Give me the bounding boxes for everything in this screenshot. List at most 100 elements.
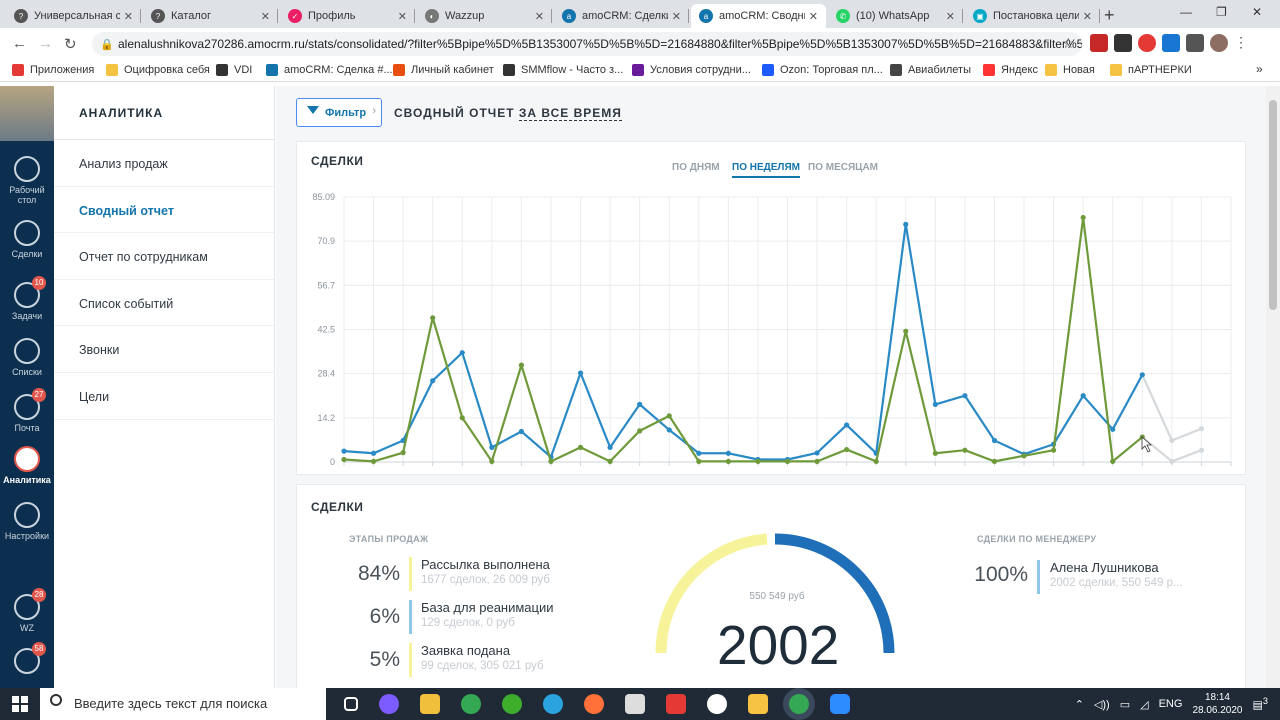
data-point[interactable]: [666, 413, 672, 419]
data-point[interactable]: [1139, 372, 1145, 378]
data-point[interactable]: [637, 428, 643, 434]
data-point[interactable]: [696, 450, 702, 456]
data-point[interactable]: [518, 428, 524, 435]
profile-avatar[interactable]: [1210, 34, 1228, 52]
new-tab-button[interactable]: +: [1104, 5, 1115, 25]
stage-item[interactable]: База для реанимации 129 сделок, 0 руб: [421, 600, 554, 629]
tab-close-icon[interactable]: ✕: [123, 10, 133, 23]
data-point[interactable]: [1198, 426, 1205, 432]
extension-icon[interactable]: [1090, 34, 1108, 52]
browser-tab[interactable]: ? Каталог ✕: [143, 4, 278, 28]
data-point[interactable]: [725, 458, 731, 464]
chrome-active-icon[interactable]: [789, 694, 809, 714]
zoom-icon[interactable]: [830, 694, 850, 714]
data-point[interactable]: [548, 458, 554, 464]
account-photo[interactable]: [0, 86, 54, 141]
data-point[interactable]: [607, 444, 613, 450]
data-point[interactable]: [932, 450, 938, 456]
bookmark-item[interactable]: Оцифровка себя: [106, 64, 210, 76]
tab-close-icon[interactable]: ✕: [397, 10, 407, 23]
browser-tab[interactable]: ✓ Профиль ✕: [280, 4, 415, 28]
data-point[interactable]: [430, 315, 436, 321]
browser-tab[interactable]: a amoCRM: Сделки ✕: [554, 4, 689, 28]
bookmark-item[interactable]: Личный кабинет: [393, 64, 494, 76]
torrent-icon[interactable]: [502, 694, 522, 714]
tab-close-icon[interactable]: ✕: [534, 10, 544, 23]
nav-item-analytics[interactable]: Аналитика: [0, 446, 54, 485]
stage-item[interactable]: Рассылка выполнена 1677 сделок, 26 009 ру…: [421, 557, 550, 586]
more-bookmarks-icon[interactable]: »: [1256, 62, 1263, 76]
maximize-button[interactable]: ❐: [1216, 5, 1227, 19]
task-view-icon[interactable]: [344, 697, 358, 711]
browser-tab[interactable]: ✆ (10) WhatsApp ✕: [828, 4, 963, 28]
data-point[interactable]: [637, 401, 643, 407]
period-tab[interactable]: ПО НЕДЕЛЯМ: [732, 162, 800, 178]
tray-chevron-icon[interactable]: ⌃: [1074, 698, 1084, 711]
sidebar-item[interactable]: Сводный отчет: [54, 187, 274, 234]
network-icon[interactable]: ◿: [1140, 698, 1149, 711]
browser-tab[interactable]: ◐ Wazzup ✕: [417, 4, 552, 28]
forward-icon[interactable]: →: [38, 35, 53, 52]
data-point[interactable]: [1110, 426, 1116, 432]
data-point[interactable]: [1169, 437, 1175, 444]
data-point[interactable]: [459, 415, 465, 421]
data-point[interactable]: [459, 350, 465, 356]
data-point[interactable]: [725, 450, 731, 456]
data-point[interactable]: [814, 458, 820, 464]
period-selector[interactable]: ЗА ВСЕ ВРЕМЯ: [518, 106, 622, 121]
data-point[interactable]: [991, 458, 998, 464]
sidebar-item[interactable]: Цели: [54, 373, 274, 420]
tab-close-icon[interactable]: ✕: [808, 10, 818, 23]
volume-icon[interactable]: ◁)): [1093, 698, 1110, 711]
notifications-icon[interactable]: ▤3: [1252, 696, 1269, 712]
data-point[interactable]: [489, 444, 495, 450]
close-window-button[interactable]: ✕: [1252, 5, 1263, 19]
sidebar-item[interactable]: Отчет по сотрудникам: [54, 233, 274, 280]
data-point[interactable]: [962, 447, 968, 453]
bookmark-item[interactable]: Яндекс: [983, 64, 1038, 76]
browser-tab[interactable]: ▣ Постановка цели ✕: [965, 4, 1100, 28]
battery-icon[interactable]: ▭: [1119, 698, 1131, 711]
minimize-button[interactable]: —: [1180, 5, 1192, 19]
data-point[interactable]: [784, 458, 791, 464]
firefox-icon[interactable]: [584, 694, 604, 714]
tab-close-icon[interactable]: ✕: [260, 10, 270, 23]
manager-item[interactable]: Алена Лушникова 2002 сделки, 550 549 р..…: [1050, 560, 1183, 589]
telegram-icon[interactable]: [543, 694, 563, 714]
data-point[interactable]: [1080, 393, 1086, 399]
data-point[interactable]: [903, 328, 909, 334]
windows-start-icon[interactable]: [12, 696, 28, 712]
data-point[interactable]: [991, 437, 998, 444]
reload-icon[interactable]: ↻: [64, 36, 77, 53]
url-input[interactable]: alenalushnikova270286.amocrm.ru/stats/co…: [92, 32, 1082, 56]
data-point[interactable]: [1110, 458, 1116, 464]
nav-item-chat[interactable]: 58: [0, 642, 54, 677]
period-tab[interactable]: ПО МЕСЯЦАМ: [808, 162, 879, 173]
tab-close-icon[interactable]: ✕: [945, 10, 955, 23]
extension-icon[interactable]: [1162, 34, 1180, 52]
data-point[interactable]: [932, 401, 938, 407]
nav-item-mail[interactable]: 27 Почта: [0, 388, 54, 433]
data-point[interactable]: [755, 458, 761, 464]
yandex-icon[interactable]: [666, 694, 686, 714]
data-point[interactable]: [962, 393, 968, 399]
data-point[interactable]: [1021, 453, 1027, 459]
nav-item-check[interactable]: 10 Задачи: [0, 276, 54, 321]
bookmark-item[interactable]: Новая: [1045, 64, 1095, 76]
data-point[interactable]: [341, 456, 347, 463]
data-point[interactable]: [1198, 447, 1205, 453]
data-point[interactable]: [430, 378, 436, 384]
folder-icon[interactable]: [420, 694, 440, 714]
period-tab[interactable]: ПО ДНЯМ: [672, 162, 720, 173]
calculator-icon[interactable]: [625, 694, 645, 714]
sidebar-item[interactable]: Звонки: [54, 326, 274, 373]
more-menu-icon[interactable]: ⋮: [1234, 34, 1248, 50]
puzzle-icon[interactable]: [1186, 34, 1204, 52]
data-point[interactable]: [814, 450, 820, 456]
yandex-browser-icon[interactable]: [707, 694, 727, 714]
chrome-icon[interactable]: [461, 694, 481, 714]
bookmark-item[interactable]: Приложения: [12, 64, 94, 76]
data-point[interactable]: [1080, 214, 1086, 221]
data-point[interactable]: [903, 221, 909, 227]
nav-item-list[interactable]: Списки: [0, 338, 54, 377]
